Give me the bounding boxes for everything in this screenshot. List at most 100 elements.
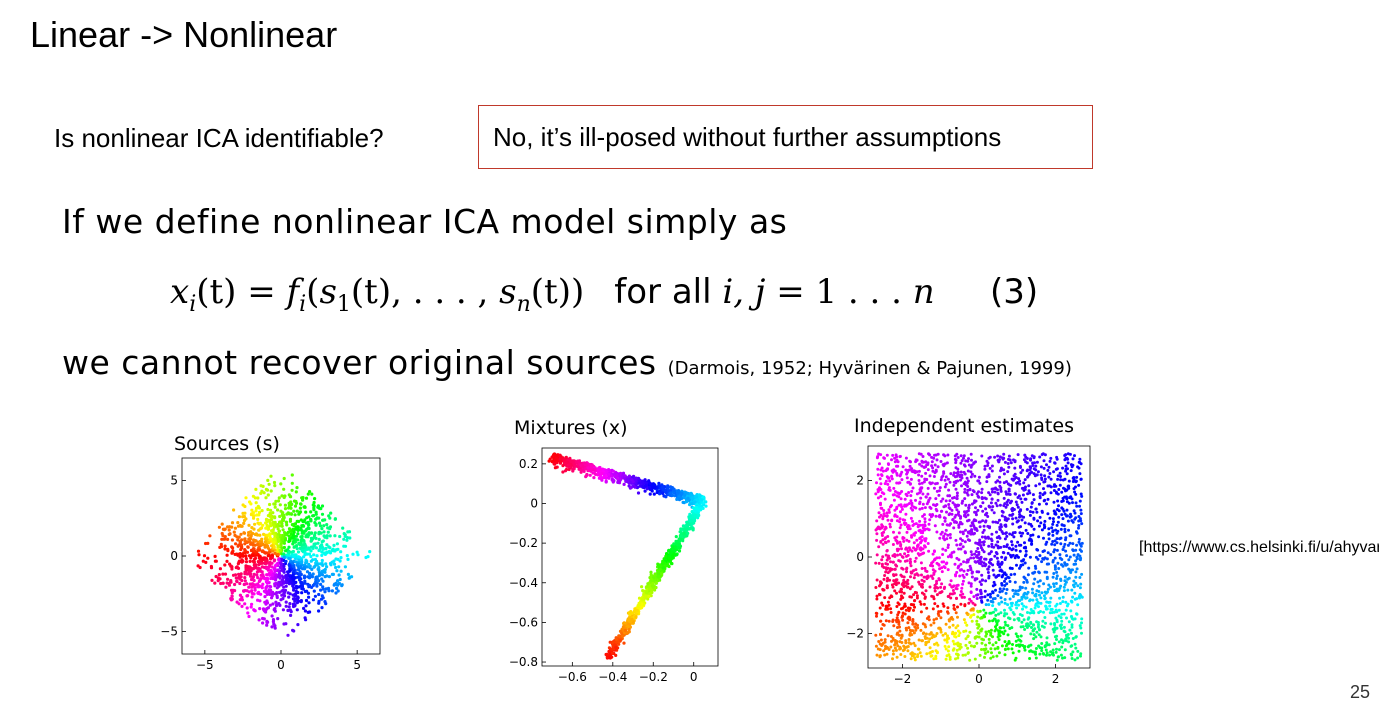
data-point <box>1077 526 1080 530</box>
data-point <box>254 501 258 505</box>
data-point <box>960 501 964 505</box>
data-point <box>675 497 679 501</box>
data-point <box>1067 558 1071 562</box>
data-point <box>969 465 973 469</box>
data-point <box>1059 579 1063 582</box>
data-point <box>282 545 286 550</box>
data-point <box>1014 500 1018 504</box>
data-point <box>612 479 616 483</box>
data-point <box>989 628 993 632</box>
data-point <box>1032 527 1036 531</box>
data-point <box>879 468 883 472</box>
data-point <box>330 572 334 576</box>
data-point <box>230 538 234 542</box>
data-point <box>897 602 901 606</box>
data-point <box>1003 571 1007 575</box>
data-point <box>926 486 930 490</box>
data-point <box>951 518 955 522</box>
data-point <box>887 603 891 607</box>
y-tick-label: −5 <box>160 624 178 638</box>
data-point <box>911 622 915 626</box>
data-point <box>647 479 651 483</box>
data-point <box>250 602 254 606</box>
data-point <box>1040 649 1044 653</box>
data-point <box>281 528 285 532</box>
data-point <box>586 466 590 470</box>
data-point <box>278 503 282 507</box>
data-point <box>321 547 325 551</box>
data-point <box>978 525 982 529</box>
data-point <box>969 599 973 603</box>
data-point <box>294 499 298 504</box>
data-point <box>230 565 234 569</box>
data-point <box>329 511 333 515</box>
data-point <box>213 554 217 558</box>
data-point <box>641 589 646 593</box>
data-point <box>571 467 575 471</box>
data-point <box>1046 512 1050 516</box>
data-point <box>673 545 677 549</box>
data-point <box>953 634 957 638</box>
data-point <box>961 545 965 549</box>
data-point <box>1067 528 1070 532</box>
data-point <box>983 557 987 561</box>
data-point <box>912 608 915 612</box>
conclusion-main: we cannot recover original sources <box>62 343 657 382</box>
data-point <box>935 561 939 565</box>
data-point <box>329 563 333 567</box>
data-point <box>588 473 592 477</box>
data-point <box>987 619 991 623</box>
data-point <box>910 504 914 507</box>
data-point <box>1073 658 1077 662</box>
data-point <box>1070 657 1074 660</box>
data-point <box>1080 631 1083 635</box>
data-point <box>298 565 302 569</box>
data-point <box>923 595 927 599</box>
data-point <box>240 578 244 583</box>
data-point <box>974 513 978 517</box>
data-point <box>640 585 644 589</box>
data-point <box>221 572 225 576</box>
data-point <box>299 573 303 577</box>
data-point <box>268 534 272 538</box>
data-point <box>290 536 294 540</box>
data-point <box>1003 460 1007 464</box>
data-point <box>1034 656 1038 660</box>
data-point <box>291 573 295 577</box>
data-point <box>307 595 311 599</box>
data-point <box>948 657 952 661</box>
data-point <box>1011 522 1015 526</box>
data-point <box>980 497 984 501</box>
data-point <box>251 511 255 515</box>
data-point <box>317 601 321 605</box>
conclusion-text: we cannot recover original sources (Darm… <box>62 343 1072 382</box>
data-point <box>295 571 299 575</box>
data-point <box>935 641 939 645</box>
data-point <box>1037 502 1041 506</box>
data-point <box>276 617 280 621</box>
data-point <box>265 523 269 528</box>
data-point <box>1029 608 1033 611</box>
data-point <box>954 487 958 491</box>
data-point <box>959 593 962 597</box>
data-point <box>955 494 959 498</box>
data-point <box>878 654 882 658</box>
data-point <box>218 567 222 571</box>
data-point <box>263 540 267 544</box>
data-point <box>266 566 270 570</box>
data-point <box>285 581 289 585</box>
data-point <box>983 535 987 539</box>
data-point <box>339 550 343 554</box>
data-point <box>1037 605 1040 609</box>
data-point <box>887 619 891 623</box>
data-point <box>1068 515 1072 519</box>
data-point <box>226 549 230 553</box>
data-point <box>285 512 289 516</box>
data-point <box>935 530 939 534</box>
data-point <box>672 489 676 493</box>
data-point <box>898 517 902 521</box>
data-point <box>920 464 924 468</box>
data-point <box>1037 584 1041 588</box>
data-point <box>328 551 333 555</box>
data-point <box>933 471 937 475</box>
